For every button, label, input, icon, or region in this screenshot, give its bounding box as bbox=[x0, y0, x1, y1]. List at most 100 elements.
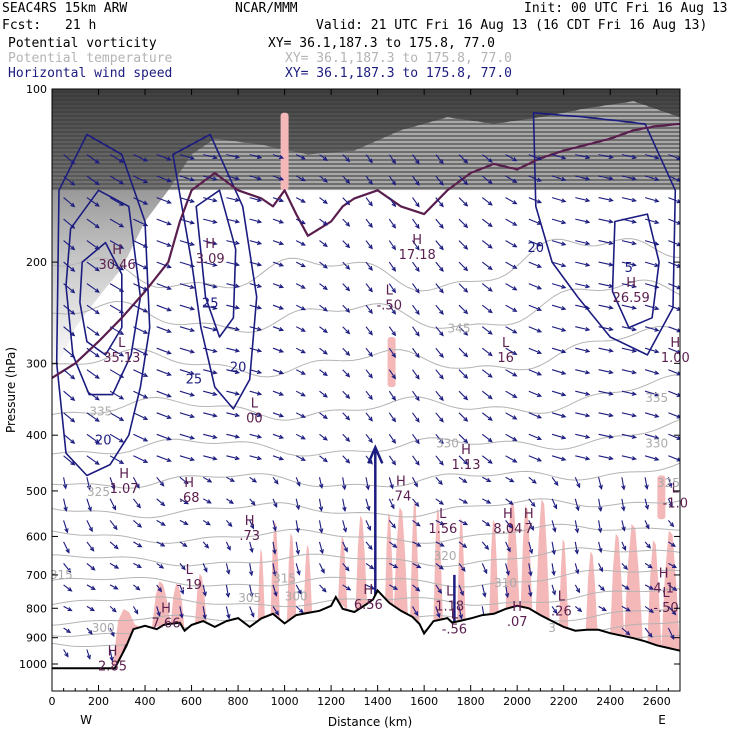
wind-vector-head bbox=[278, 413, 285, 418]
wind-vector-head bbox=[676, 414, 680, 419]
wind-vector bbox=[388, 240, 396, 250]
wind-vector-head bbox=[300, 306, 306, 311]
wind-vector-head bbox=[585, 197, 591, 203]
wind-vector bbox=[574, 520, 579, 533]
wind-vector-head bbox=[70, 331, 76, 337]
wind-vector-head bbox=[631, 154, 637, 160]
wind-vector bbox=[481, 584, 486, 597]
x-axis-label: Distance (km) bbox=[328, 715, 412, 729]
wind-vector bbox=[621, 520, 625, 531]
wind-vector-head bbox=[512, 458, 518, 463]
wind-vector-head bbox=[296, 570, 301, 576]
wind-vector bbox=[621, 433, 636, 439]
wind-vector bbox=[551, 412, 566, 418]
wind-vector bbox=[179, 283, 194, 289]
pv-extremum-value: 30.46 bbox=[98, 258, 135, 273]
wind-vector-head bbox=[438, 480, 443, 486]
wind-vector-head bbox=[512, 436, 518, 442]
wind-vector bbox=[295, 326, 306, 332]
pv-shade-blob bbox=[559, 538, 569, 629]
wind-vector-head bbox=[459, 590, 464, 597]
wind-vector-head bbox=[463, 438, 469, 444]
wind-vector-head bbox=[487, 222, 493, 228]
wind-vector-head bbox=[391, 266, 397, 272]
wind-vector-head bbox=[561, 305, 567, 311]
wind-vector-head bbox=[203, 567, 208, 573]
wind-vector bbox=[668, 455, 680, 461]
wind-vector bbox=[365, 218, 373, 228]
wind-vector bbox=[505, 390, 517, 398]
wind-vector bbox=[109, 584, 118, 590]
wind-vector bbox=[249, 563, 253, 576]
wind-vector-head bbox=[119, 287, 125, 292]
wind-vector-head bbox=[368, 438, 373, 444]
wind-speed-contour bbox=[611, 213, 660, 329]
wind-vector bbox=[133, 584, 140, 591]
wind-vector-head bbox=[278, 327, 285, 332]
wind-vector-head bbox=[366, 505, 371, 512]
wind-vector bbox=[225, 541, 231, 551]
wind-vector-head bbox=[598, 547, 603, 554]
wind-vector bbox=[272, 520, 277, 531]
wind-vector bbox=[388, 433, 396, 444]
wind-vector bbox=[481, 240, 493, 249]
wind-vector-head bbox=[342, 506, 347, 513]
wind-vector-head bbox=[256, 369, 263, 375]
wind-vector-head bbox=[256, 305, 263, 310]
theta-contour bbox=[52, 419, 680, 457]
wind-vector-head bbox=[623, 565, 628, 571]
wind-vector bbox=[412, 541, 421, 547]
wind-vector-head bbox=[536, 328, 543, 333]
wind-vector bbox=[668, 369, 680, 375]
wind-vector-head bbox=[439, 417, 444, 423]
pv-extremum-letter: L bbox=[662, 586, 670, 601]
pv-extremum-letter: H bbox=[112, 243, 122, 258]
wind-vector bbox=[319, 347, 328, 355]
wind-vector-head bbox=[439, 331, 444, 337]
wind-vector-head bbox=[166, 393, 172, 398]
pv-extremum-letter: L bbox=[672, 482, 680, 497]
wind-vector-head bbox=[143, 265, 149, 270]
wind-vector-head bbox=[189, 155, 195, 160]
wind-vector bbox=[621, 498, 625, 511]
wind-vector-head bbox=[631, 219, 637, 224]
wind-vector bbox=[342, 520, 347, 532]
wind-vector bbox=[342, 584, 351, 591]
wind-vector-head bbox=[439, 223, 444, 229]
wind-vector-head bbox=[654, 327, 660, 332]
wind-vector bbox=[528, 498, 536, 507]
wind-vector-head bbox=[463, 331, 469, 336]
wind-vector-head bbox=[487, 437, 493, 443]
wind-vector bbox=[249, 476, 257, 483]
wind-vector-head bbox=[94, 159, 100, 164]
pv-shade-blob bbox=[286, 532, 297, 622]
wind-vector-head bbox=[189, 241, 196, 246]
wind-vector-head bbox=[295, 527, 300, 534]
wind-vector bbox=[86, 154, 100, 164]
wind-vector bbox=[435, 606, 440, 618]
wind-vector bbox=[412, 519, 421, 527]
wind-vector-head bbox=[631, 262, 637, 267]
wind-vector bbox=[458, 326, 468, 336]
wind-vector-head bbox=[654, 391, 660, 397]
wind-speed-contour bbox=[532, 112, 677, 356]
wind-vector-head bbox=[647, 632, 653, 638]
wind-vector-head bbox=[94, 352, 100, 358]
wind-vector-head bbox=[159, 564, 165, 569]
wind-vector-head bbox=[278, 154, 285, 160]
wind-vector-head bbox=[368, 352, 373, 358]
wind-vector bbox=[86, 326, 100, 336]
wind-vector-head bbox=[561, 413, 567, 418]
stratosphere-shading bbox=[52, 89, 680, 380]
wind-vector-head bbox=[234, 283, 241, 289]
wind-vector-head bbox=[654, 348, 660, 354]
wind-vector-head bbox=[159, 481, 165, 487]
wind-vector-head bbox=[119, 309, 125, 314]
wind-vector-head bbox=[551, 570, 556, 577]
wind-vector-head bbox=[392, 543, 398, 548]
wind-vector bbox=[63, 347, 75, 358]
wind-vector bbox=[202, 584, 207, 596]
wind-vector bbox=[388, 218, 396, 229]
wind-vector bbox=[412, 455, 420, 466]
